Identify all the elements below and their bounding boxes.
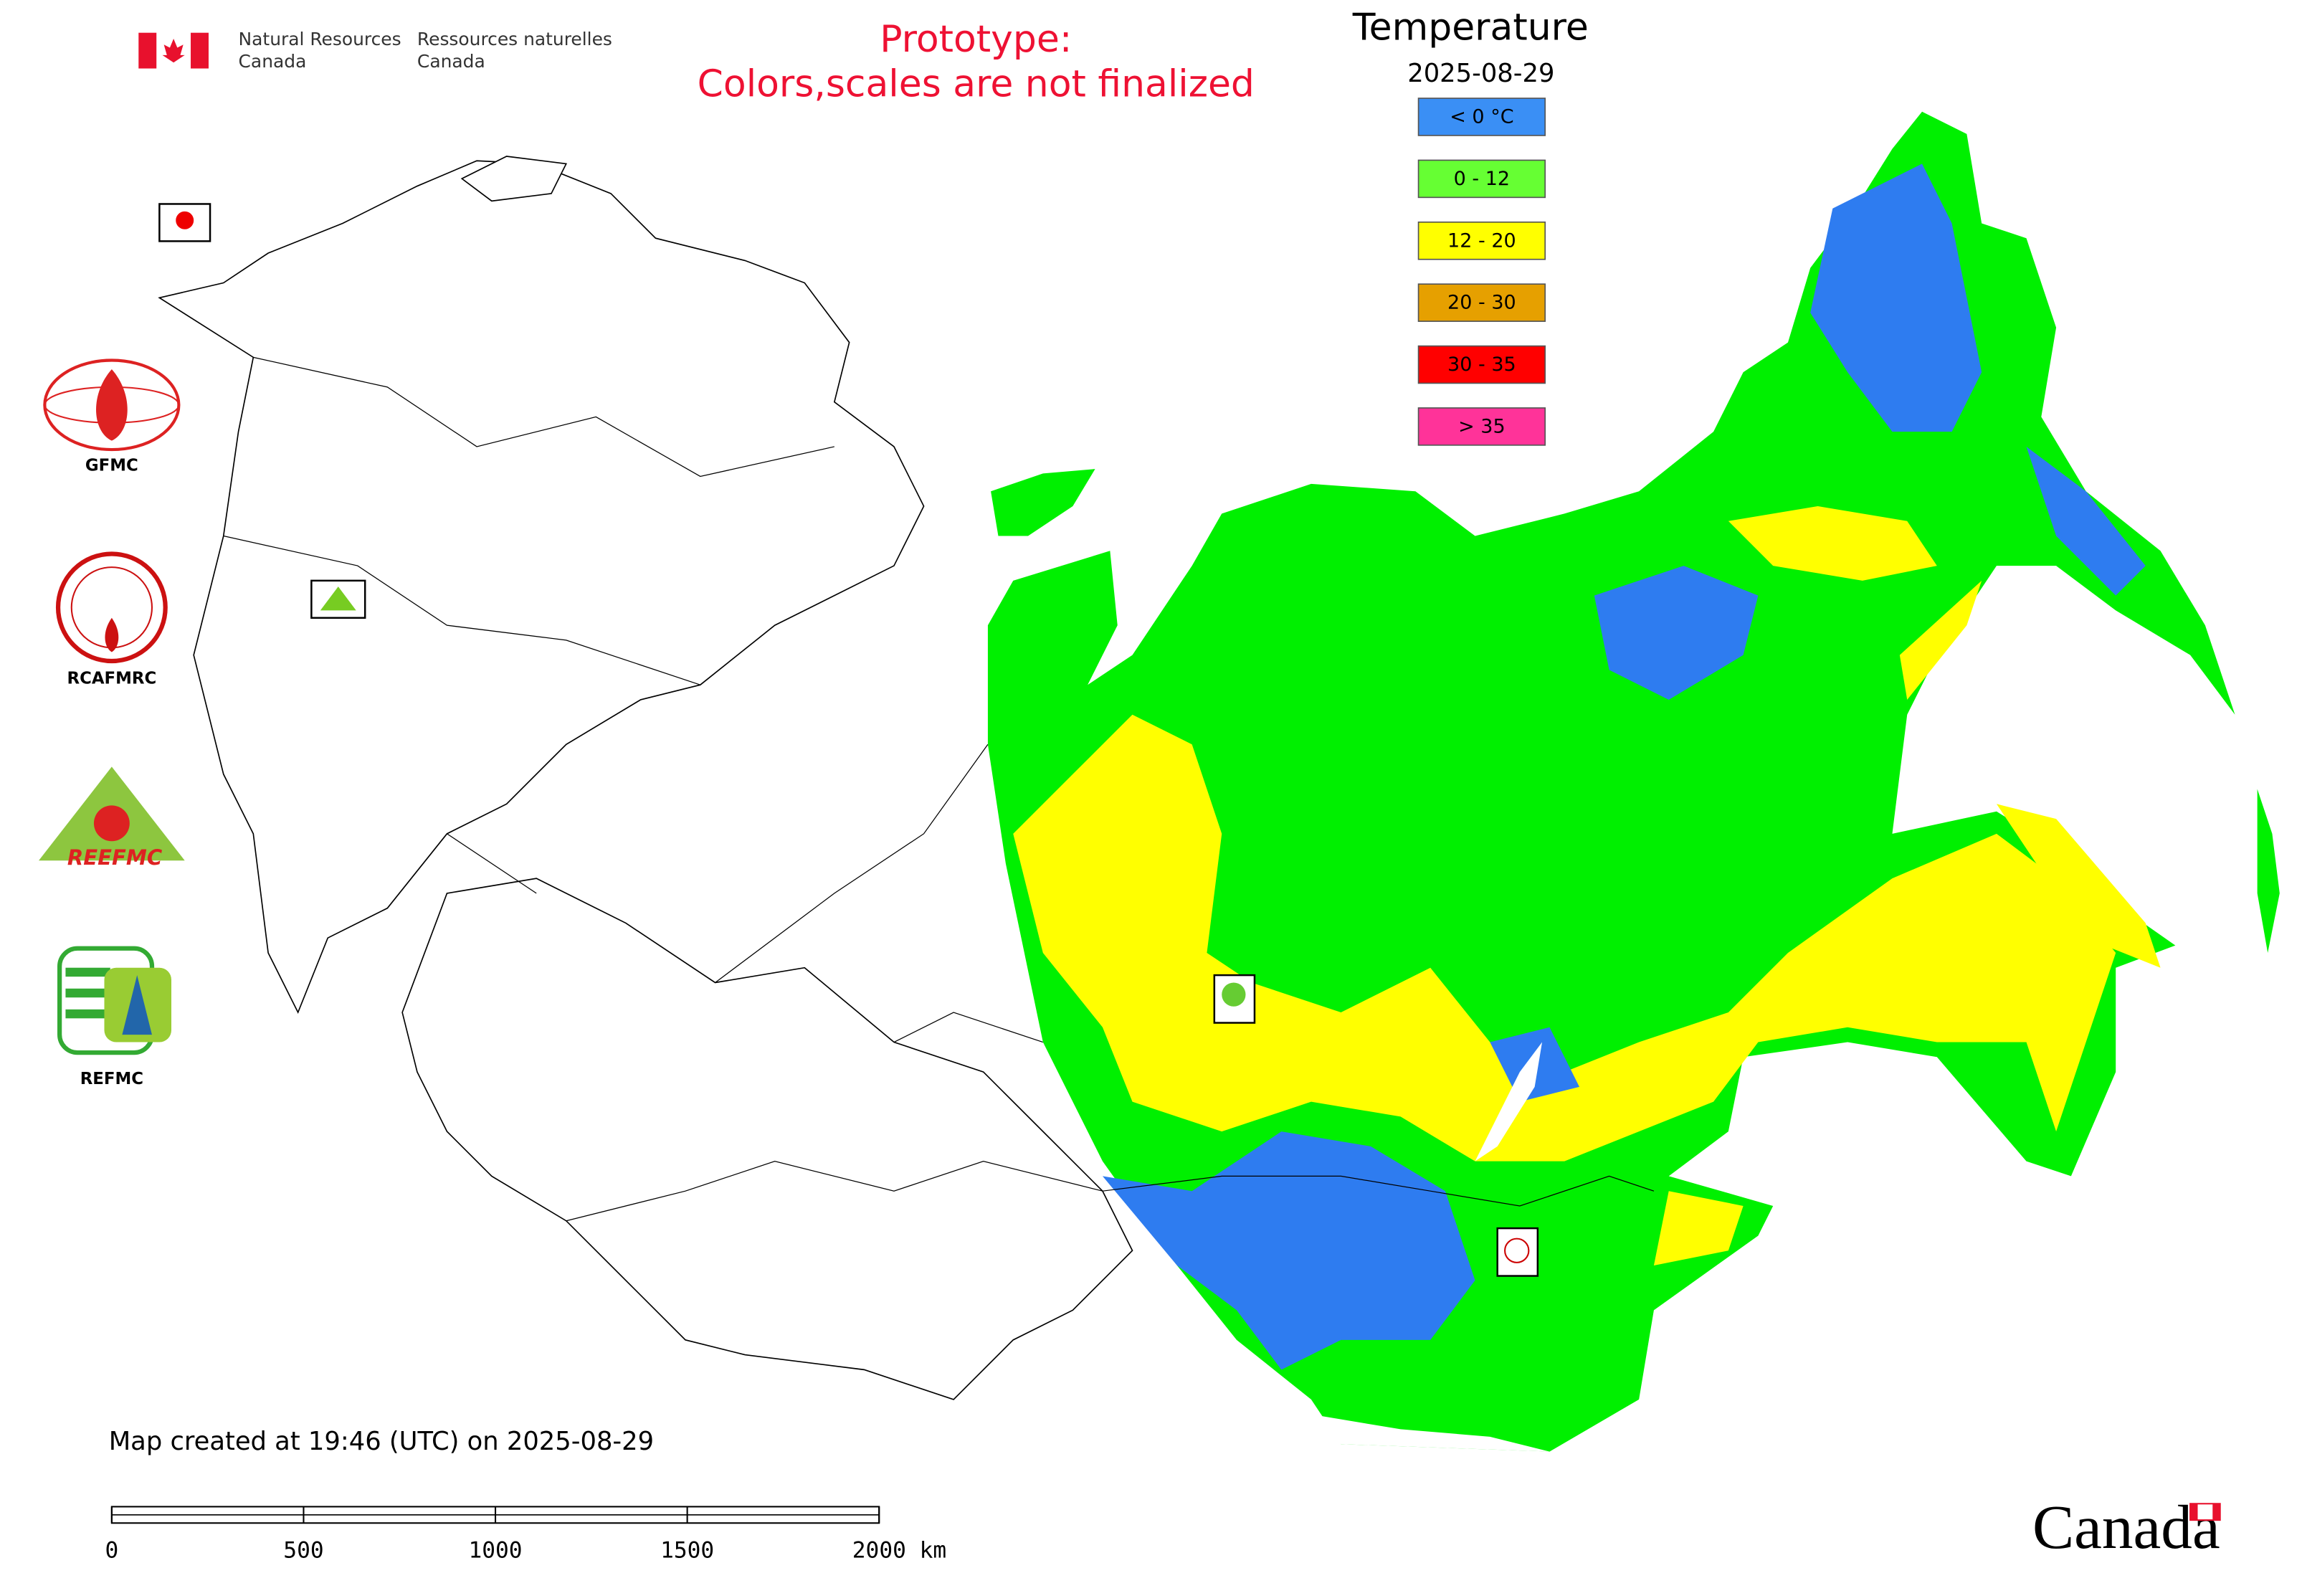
border-lines [223,356,1103,1222]
org-fr-2: Canada [417,51,485,72]
logo-gfmc [43,358,181,452]
legend-swatch [1417,159,1546,199]
map-marker-icons [176,211,1530,1263]
notice-2: Colors,scales are not finalized [698,62,1255,105]
border-south [1102,1175,1655,1207]
scale-bar: 0 500 1000 1500 2000 km [105,1506,946,1564]
outline-central-asia [401,878,1133,1400]
temperature-field [987,111,2280,1452]
legend-label: 30 - 35 [1447,353,1516,376]
legend-swatch [1417,345,1546,384]
logo-label: GFMC [85,456,138,475]
scale-label: 0 [105,1538,118,1564]
wordmark: Canada [2032,1492,2220,1562]
wordmark-flag [2189,1503,2221,1521]
logo-reefmc [39,766,185,861]
zone-green [987,111,2235,1452]
zone-blue-north [1594,163,2146,700]
scale-label: 1000 [469,1538,523,1564]
legend-swatch [1417,98,1546,136]
legend-label: 12 - 20 [1447,229,1516,252]
legend-swatch [1417,221,1546,260]
country-outlines [158,156,1133,1400]
legend-date: 2025-08-29 [1407,59,1554,88]
scale-label: 500 [283,1538,323,1564]
zone-blue-south [1102,1027,1580,1370]
legend-swatch [1417,407,1546,446]
logo-label: REFMC [80,1070,143,1088]
logo-refmc [57,946,172,1055]
outline-island [460,156,568,202]
org-en-2: Canada [239,51,307,72]
scale-label: 1500 [660,1538,714,1564]
logo-label: RCAFMRC [67,669,156,688]
legend-label: 20 - 30 [1447,292,1516,314]
legend-label: 0 - 12 [1454,168,1510,190]
legend-title: Temperature [1352,6,1589,49]
created-note: Map created at 19:46 (UTC) on 2025-08-29 [109,1427,654,1456]
logo-label: REEFMC [67,845,163,870]
org-en-1: Natural Resources [239,29,401,49]
gov-flag [138,32,209,69]
legend-swatch [1417,283,1546,322]
scale-label: 2000 km [852,1538,946,1564]
zone-nodata [1311,1042,1550,1452]
zone-yellow-patches [1653,506,2161,1266]
logo-rcafmrc [55,551,168,664]
legend-label: < 0 °C [1450,106,1513,128]
org-fr-1: Ressources naturelles [417,29,612,49]
notice-1: Prototype: [880,18,1072,61]
legend-label: > 35 [1458,415,1506,437]
marker-gfmc [158,203,211,242]
legend: < 0 °C 0 - 12 12 - 20 20 - 30 30 - 35 > 35 [1417,98,1546,446]
zone-yellow [1013,714,2116,1162]
